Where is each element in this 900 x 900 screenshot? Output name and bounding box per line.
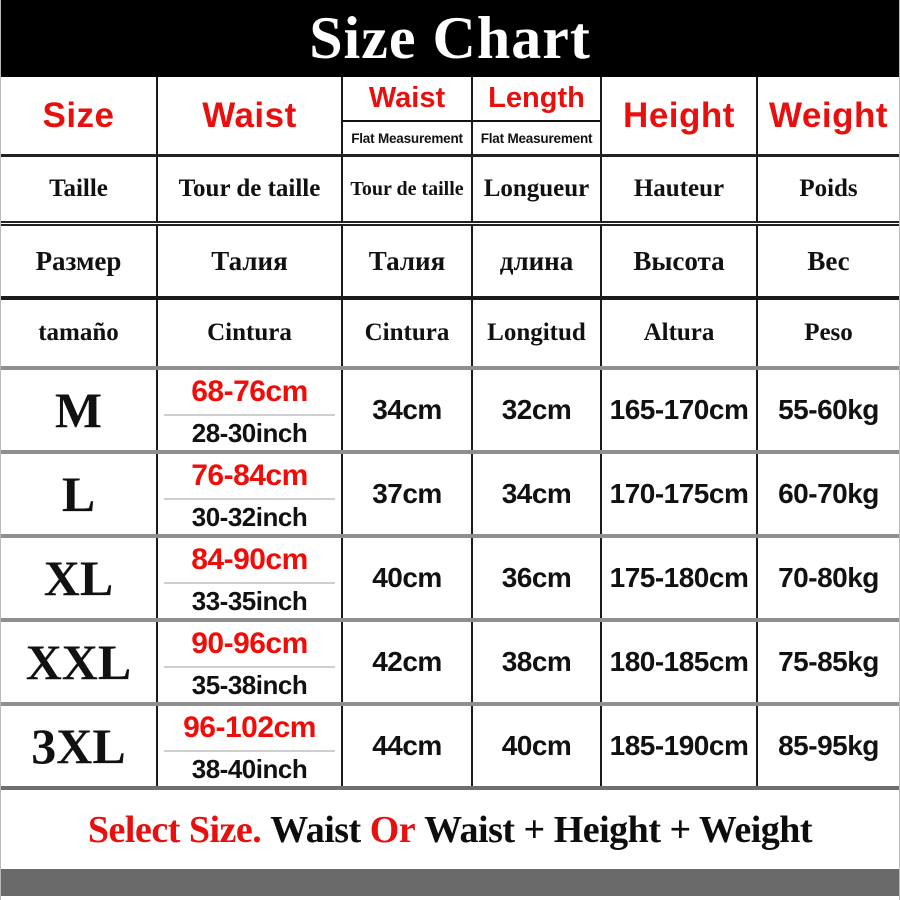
waist-flat-value: 40cm bbox=[343, 538, 473, 618]
footer-segment-1: Waist bbox=[261, 808, 370, 851]
waist-range-cell: 84-90cm 33-35inch bbox=[158, 538, 343, 618]
length-flat-value: 32cm bbox=[473, 370, 602, 450]
height-value: 185-190cm bbox=[602, 706, 758, 786]
fr-waist: Tour de taille bbox=[158, 157, 343, 221]
waist-flat-sublabel: Flat Measurement bbox=[351, 130, 463, 146]
length-flat-label: Length bbox=[473, 77, 600, 122]
header-cell-length-flat: Length Flat Measurement bbox=[473, 77, 602, 154]
height-value: 180-185cm bbox=[602, 622, 758, 702]
height-value: 175-180cm bbox=[602, 538, 758, 618]
translation-row-french: Taille Tour de taille Tour de taille Lon… bbox=[1, 157, 899, 226]
fr-weight: Poids bbox=[799, 175, 858, 202]
waist-flat-value: 34cm bbox=[343, 370, 473, 450]
size-label: M bbox=[1, 370, 158, 450]
waist-inch: 30-32inch bbox=[191, 501, 308, 532]
ru-weight: Вес bbox=[807, 245, 850, 276]
size-label: XXL bbox=[1, 622, 158, 702]
waist-inch: 28-30inch bbox=[191, 417, 308, 448]
waist-flat-label: Waist bbox=[343, 77, 471, 122]
size-label: 3XL bbox=[1, 706, 158, 786]
header-cell-waist-flat: Waist Flat Measurement bbox=[343, 77, 473, 154]
waist-cm: 90-96cm bbox=[164, 622, 335, 668]
size-label: XL bbox=[1, 538, 158, 618]
table-row-size-xxl: XXL 90-96cm 35-38inch 42cm 38cm 180-185c… bbox=[1, 622, 899, 706]
ru-height: Высота bbox=[602, 226, 758, 296]
waist-range-cell: 90-96cm 35-38inch bbox=[158, 622, 343, 702]
es-weight: Peso bbox=[804, 319, 853, 346]
waist-cm: 68-76cm bbox=[164, 370, 335, 416]
es-waist: Cintura bbox=[158, 300, 343, 366]
header-cell-waist: Waist bbox=[158, 77, 343, 154]
waist-range-cell: 68-76cm 28-30inch bbox=[158, 370, 343, 450]
waist-flat-value: 37cm bbox=[343, 454, 473, 534]
waist-inch: 38-40inch bbox=[191, 753, 308, 784]
es-size: tamaño bbox=[1, 300, 158, 366]
weight-value: 55-60kg bbox=[778, 394, 879, 425]
ru-length: длина bbox=[473, 226, 602, 296]
weight-value: 75-85kg bbox=[778, 646, 879, 677]
ru-waist-flat: Талия bbox=[343, 226, 473, 296]
footer-segment-2: Waist + Height + Weight bbox=[415, 808, 813, 851]
weight-value: 70-80kg bbox=[778, 562, 879, 593]
height-value: 170-175cm bbox=[602, 454, 758, 534]
footer-or: Or bbox=[369, 808, 416, 851]
table-row-size-3xl: 3XL 96-102cm 38-40inch 44cm 40cm 185-190… bbox=[1, 706, 899, 790]
es-height: Altura bbox=[602, 300, 758, 366]
waist-flat-value: 44cm bbox=[343, 706, 473, 786]
waist-inch: 33-35inch bbox=[191, 585, 308, 616]
weight-value: 60-70kg bbox=[778, 478, 879, 509]
header-row: Size Waist Waist Flat Measurement Length… bbox=[1, 77, 899, 157]
waist-cm: 96-102cm bbox=[164, 706, 335, 752]
footer-select-size: Select Size. bbox=[87, 808, 262, 851]
header-cell-height: Height bbox=[602, 77, 758, 154]
fr-size: Taille bbox=[1, 157, 158, 221]
table-row-size-xl: XL 84-90cm 33-35inch 40cm 36cm 175-180cm… bbox=[1, 538, 899, 622]
ru-waist: Талия bbox=[158, 226, 343, 296]
length-flat-value: 34cm bbox=[473, 454, 602, 534]
waist-cm: 84-90cm bbox=[164, 538, 335, 584]
fr-waist-flat: Tour de taille bbox=[343, 157, 473, 221]
weight-value: 85-95kg bbox=[778, 730, 879, 761]
table-row-size-m: M 68-76cm 28-30inch 34cm 32cm 165-170cm … bbox=[1, 370, 899, 454]
page-title: Size Chart bbox=[309, 5, 591, 71]
header-cell-weight: Weight bbox=[768, 95, 888, 135]
table-row-size-l: L 76-84cm 30-32inch 37cm 34cm 170-175cm … bbox=[1, 454, 899, 538]
fr-length: Longueur bbox=[473, 157, 602, 221]
waist-flat-value: 42cm bbox=[343, 622, 473, 702]
waist-inch: 35-38inch bbox=[191, 669, 308, 700]
waist-cm: 76-84cm bbox=[164, 454, 335, 500]
length-flat-value: 40cm bbox=[473, 706, 602, 786]
header-cell-size: Size bbox=[1, 77, 158, 154]
length-flat-value: 36cm bbox=[473, 538, 602, 618]
title-bar: Size Chart bbox=[1, 0, 899, 77]
waist-range-cell: 76-84cm 30-32inch bbox=[158, 454, 343, 534]
length-flat-value: 38cm bbox=[473, 622, 602, 702]
footer-note: Select Size. Waist Or Waist + Height + W… bbox=[1, 790, 899, 869]
size-label: L bbox=[1, 454, 158, 534]
ru-size: Размер bbox=[1, 226, 158, 296]
fr-height: Hauteur bbox=[602, 157, 758, 221]
es-waist-flat: Cintura bbox=[343, 300, 473, 366]
waist-range-cell: 96-102cm 38-40inch bbox=[158, 706, 343, 786]
height-value: 165-170cm bbox=[602, 370, 758, 450]
length-flat-sublabel: Flat Measurement bbox=[480, 130, 593, 146]
translation-row-spanish: tamaño Cintura Cintura Longitud Altura P… bbox=[1, 300, 899, 370]
bottom-gray-bar bbox=[1, 869, 899, 896]
es-length: Longitud bbox=[473, 300, 602, 366]
translation-row-russian: Размер Талия Талия длина Высота Вес bbox=[1, 226, 899, 300]
